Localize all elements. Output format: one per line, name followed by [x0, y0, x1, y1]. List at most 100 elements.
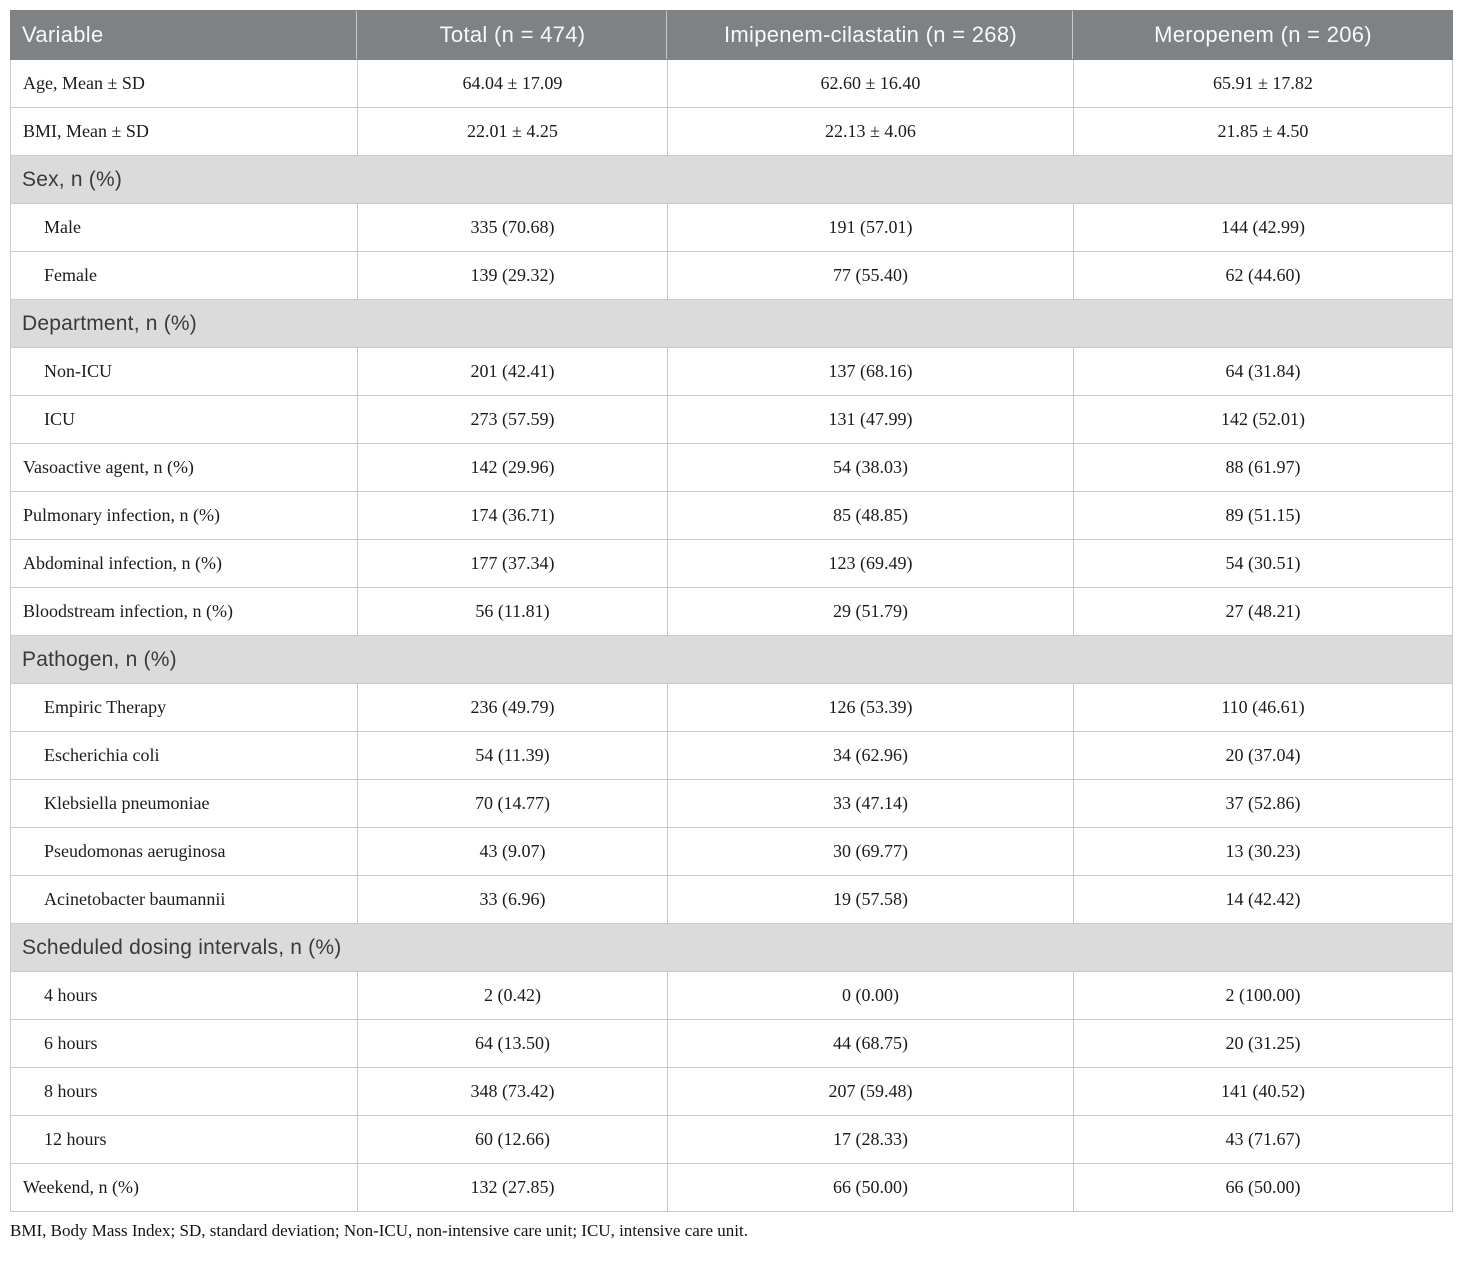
value-cell: 139 (29.32) — [357, 251, 668, 300]
value-cell: 30 (69.77) — [667, 827, 1074, 876]
value-cell: 29 (51.79) — [667, 587, 1074, 636]
value-cell: 177 (37.34) — [357, 539, 668, 588]
value-cell: 2 (100.00) — [1073, 971, 1453, 1020]
table-row: 12 hours 60 (12.66) 17 (28.33) 43 (71.67) — [10, 1115, 1453, 1164]
table-row: Empiric Therapy 236 (49.79) 126 (53.39) 110… — [10, 683, 1453, 732]
row-label: Vasoactive agent, n (%) — [10, 443, 358, 492]
row-label: Acinetobacter baumannii — [10, 875, 358, 924]
value-cell: 64 (31.84) — [1073, 347, 1453, 396]
value-cell: 13 (30.23) — [1073, 827, 1453, 876]
row-label: Klebsiella pneumoniae — [10, 779, 358, 828]
section-row: Department, n (%) — [10, 299, 1453, 348]
row-label: Weekend, n (%) — [10, 1163, 358, 1212]
value-cell: 191 (57.01) — [667, 203, 1074, 252]
value-cell: 88 (61.97) — [1073, 443, 1453, 492]
value-cell: 137 (68.16) — [667, 347, 1074, 396]
table-row: Female 139 (29.32) 77 (55.40) 62 (44.60) — [10, 251, 1453, 300]
value-cell: 54 (38.03) — [667, 443, 1074, 492]
value-cell: 273 (57.59) — [357, 395, 668, 444]
value-cell: 110 (46.61) — [1073, 683, 1453, 732]
value-cell: 20 (37.04) — [1073, 731, 1453, 780]
value-cell: 207 (59.48) — [667, 1067, 1074, 1116]
value-cell: 33 (47.14) — [667, 779, 1074, 828]
header-row: Variable Total (n = 474) Imipenem-cilast… — [10, 10, 1453, 60]
table-row: Non-ICU 201 (42.41) 137 (68.16) 64 (31.84) — [10, 347, 1453, 396]
value-cell: 19 (57.58) — [667, 875, 1074, 924]
value-cell: 43 (9.07) — [357, 827, 668, 876]
value-cell: 123 (69.49) — [667, 539, 1074, 588]
column-header-meropenem: Meropenem (n = 206) — [1073, 10, 1453, 60]
value-cell: 34 (62.96) — [667, 731, 1074, 780]
value-cell: 27 (48.21) — [1073, 587, 1453, 636]
value-cell: 66 (50.00) — [1073, 1163, 1453, 1212]
row-label: Empiric Therapy — [10, 683, 358, 732]
baseline-characteristics-table: Variable Total (n = 474) Imipenem-cilast… — [10, 10, 1453, 1212]
row-label: Male — [10, 203, 358, 252]
value-cell: 142 (29.96) — [357, 443, 668, 492]
table-row: Vasoactive agent, n (%) 142 (29.96) 54 (38… — [10, 443, 1453, 492]
value-cell: 70 (14.77) — [357, 779, 668, 828]
value-cell: 37 (52.86) — [1073, 779, 1453, 828]
value-cell: 85 (48.85) — [667, 491, 1074, 540]
value-cell: 43 (71.67) — [1073, 1115, 1453, 1164]
value-cell: 22.01 ± 4.25 — [357, 107, 668, 156]
table-row: Klebsiella pneumoniae 70 (14.77) 33 (47.14… — [10, 779, 1453, 828]
table-row: Pseudomonas aeruginosa 43 (9.07) 30 (69.77… — [10, 827, 1453, 876]
table-row: ICU 273 (57.59) 131 (47.99) 142 (52.01) — [10, 395, 1453, 444]
value-cell: 89 (51.15) — [1073, 491, 1453, 540]
row-label: Female — [10, 251, 358, 300]
row-label: Escherichia coli — [10, 731, 358, 780]
table-row: 4 hours 2 (0.42) 0 (0.00) 2 (100.00) — [10, 971, 1453, 1020]
value-cell: 44 (68.75) — [667, 1019, 1074, 1068]
table-row: Weekend, n (%) 132 (27.85) 66 (50.00) 66 (5… — [10, 1163, 1453, 1212]
value-cell: 56 (11.81) — [357, 587, 668, 636]
row-label: Non-ICU — [10, 347, 358, 396]
value-cell: 236 (49.79) — [357, 683, 668, 732]
section-row: Scheduled dosing intervals, n (%) — [10, 923, 1453, 972]
row-label: ICU — [10, 395, 358, 444]
value-cell: 21.85 ± 4.50 — [1073, 107, 1453, 156]
section-label: Pathogen, n (%) — [10, 635, 1453, 684]
value-cell: 144 (42.99) — [1073, 203, 1453, 252]
row-label: 4 hours — [10, 971, 358, 1020]
row-label: Bloodstream infection, n (%) — [10, 587, 358, 636]
table-row: Male 335 (70.68) 191 (57.01) 144 (42.99) — [10, 203, 1453, 252]
value-cell: 132 (27.85) — [357, 1163, 668, 1212]
row-label: Pulmonary infection, n (%) — [10, 491, 358, 540]
row-label: BMI, Mean ± SD — [10, 107, 358, 156]
value-cell: 141 (40.52) — [1073, 1067, 1453, 1116]
value-cell: 174 (36.71) — [357, 491, 668, 540]
value-cell: 14 (42.42) — [1073, 875, 1453, 924]
table-row: BMI, Mean ± SD 22.01 ± 4.25 22.13 ± 4.06 21… — [10, 107, 1453, 156]
table-row: 8 hours 348 (73.42) 207 (59.48) 141 (40.52) — [10, 1067, 1453, 1116]
table-row: Abdominal infection, n (%) 177 (37.34) 123… — [10, 539, 1453, 588]
table-footnote: BMI, Body Mass Index; SD, standard devia… — [10, 1221, 748, 1240]
section-row: Pathogen, n (%) — [10, 635, 1453, 684]
value-cell: 348 (73.42) — [357, 1067, 668, 1116]
section-label: Sex, n (%) — [10, 155, 1453, 204]
value-cell: 0 (0.00) — [667, 971, 1074, 1020]
row-label: 8 hours — [10, 1067, 358, 1116]
row-label: Pseudomonas aeruginosa — [10, 827, 358, 876]
value-cell: 64 (13.50) — [357, 1019, 668, 1068]
value-cell: 64.04 ± 17.09 — [357, 59, 668, 108]
value-cell: 33 (6.96) — [357, 875, 668, 924]
value-cell: 54 (11.39) — [357, 731, 668, 780]
value-cell: 142 (52.01) — [1073, 395, 1453, 444]
row-label: 12 hours — [10, 1115, 358, 1164]
value-cell: 62 (44.60) — [1073, 251, 1453, 300]
row-label: Age, Mean ± SD — [10, 59, 358, 108]
value-cell: 77 (55.40) — [667, 251, 1074, 300]
value-cell: 201 (42.41) — [357, 347, 668, 396]
table-row: Bloodstream infection, n (%) 56 (11.81) 29… — [10, 587, 1453, 636]
row-label: Abdominal infection, n (%) — [10, 539, 358, 588]
value-cell: 22.13 ± 4.06 — [667, 107, 1074, 156]
table-row: Escherichia coli 54 (11.39) 34 (62.96) 20 (… — [10, 731, 1453, 780]
column-header-imipenem-cilastatin: Imipenem-cilastatin (n = 268) — [667, 10, 1074, 60]
section-label: Department, n (%) — [10, 299, 1453, 348]
value-cell: 62.60 ± 16.40 — [667, 59, 1074, 108]
column-header-total: Total (n = 474) — [357, 10, 668, 60]
value-cell: 65.91 ± 17.82 — [1073, 59, 1453, 108]
section-row: Sex, n (%) — [10, 155, 1453, 204]
